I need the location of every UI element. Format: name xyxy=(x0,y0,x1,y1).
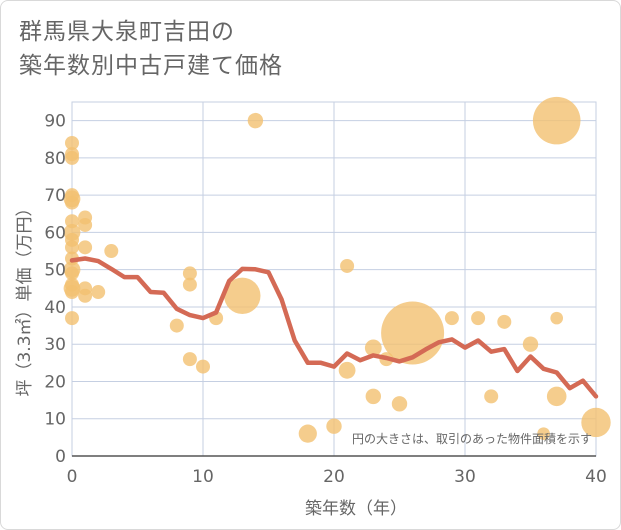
y-axis-label: 坪（3.3㎡）単価（万円） xyxy=(15,199,35,396)
bubble-point xyxy=(537,427,550,440)
bubble-point xyxy=(65,195,79,210)
bubble-point xyxy=(484,389,499,404)
grid-lines xyxy=(71,101,597,457)
y-tick-label: 60 xyxy=(44,223,66,243)
bubble-point xyxy=(65,240,79,255)
x-tick-label: 10 xyxy=(192,467,214,487)
y-tick-label: 30 xyxy=(44,335,66,355)
bubble-point xyxy=(224,277,261,314)
bubble-point xyxy=(78,217,93,232)
bubble-point xyxy=(182,352,197,367)
x-tick-label: 30 xyxy=(454,467,476,487)
y-tick-label: 40 xyxy=(44,298,66,318)
bubble-point xyxy=(78,240,93,255)
bubble-point xyxy=(497,314,512,329)
bubble-point xyxy=(298,424,317,443)
bubble-point xyxy=(391,396,408,412)
bubble-point xyxy=(326,418,342,434)
y-tick-label: 50 xyxy=(44,261,66,281)
y-tick-label: 70 xyxy=(44,186,66,206)
tick-labels: 0 10 20 30 40 50 60 70 80 90 0 10 20 30 40 xyxy=(44,112,606,487)
bubble-point xyxy=(65,135,79,150)
bubble-point xyxy=(581,407,611,438)
average-line-layer xyxy=(69,256,599,399)
bubble-point xyxy=(364,339,382,357)
bubble-point xyxy=(365,388,381,405)
bubble-point xyxy=(532,96,581,145)
bubble-point xyxy=(104,244,119,259)
y-tick-label: 90 xyxy=(44,112,66,132)
x-tick-label: 20 xyxy=(323,467,345,487)
average-price-line xyxy=(69,256,599,399)
bubble-point xyxy=(91,285,106,300)
chart-title: 群馬県大泉町吉田の 築年数別中古戸建て価格 xyxy=(19,15,283,83)
bubble-point xyxy=(550,311,563,325)
bubble-point xyxy=(182,266,197,281)
y-tick-label: 0 xyxy=(55,447,66,467)
bubble-point xyxy=(522,336,539,352)
chart-title-line1: 群馬県大泉町吉田の xyxy=(19,19,235,45)
y-tick-label: 80 xyxy=(44,149,66,169)
bubble-point xyxy=(65,266,79,281)
bubble-point xyxy=(444,311,459,326)
bubble-point xyxy=(471,311,486,326)
x-tick-label: 40 xyxy=(585,467,607,487)
x-tick-label: 0 xyxy=(67,467,78,487)
bubble-point xyxy=(196,359,210,374)
y-tick-label: 10 xyxy=(44,410,66,430)
bubble-point xyxy=(65,311,79,326)
bubble-point xyxy=(182,277,197,292)
bubble-point xyxy=(546,386,567,407)
bubble-point xyxy=(247,112,264,129)
bubble-point xyxy=(65,150,79,165)
chart-title-line2: 築年数別中古戸建て価格 xyxy=(19,53,283,79)
bubble-point xyxy=(78,288,93,303)
y-tick-label: 20 xyxy=(44,372,66,392)
x-axis-label: 築年数（年） xyxy=(305,499,407,519)
bubble-point xyxy=(65,214,79,229)
bubble-point xyxy=(169,318,184,333)
size-annotation: 円の大きさは、取引のあった物件面積を示す xyxy=(352,431,592,446)
bubble-point xyxy=(340,258,355,273)
bubble-point xyxy=(65,285,79,300)
bubble-point xyxy=(338,361,356,379)
